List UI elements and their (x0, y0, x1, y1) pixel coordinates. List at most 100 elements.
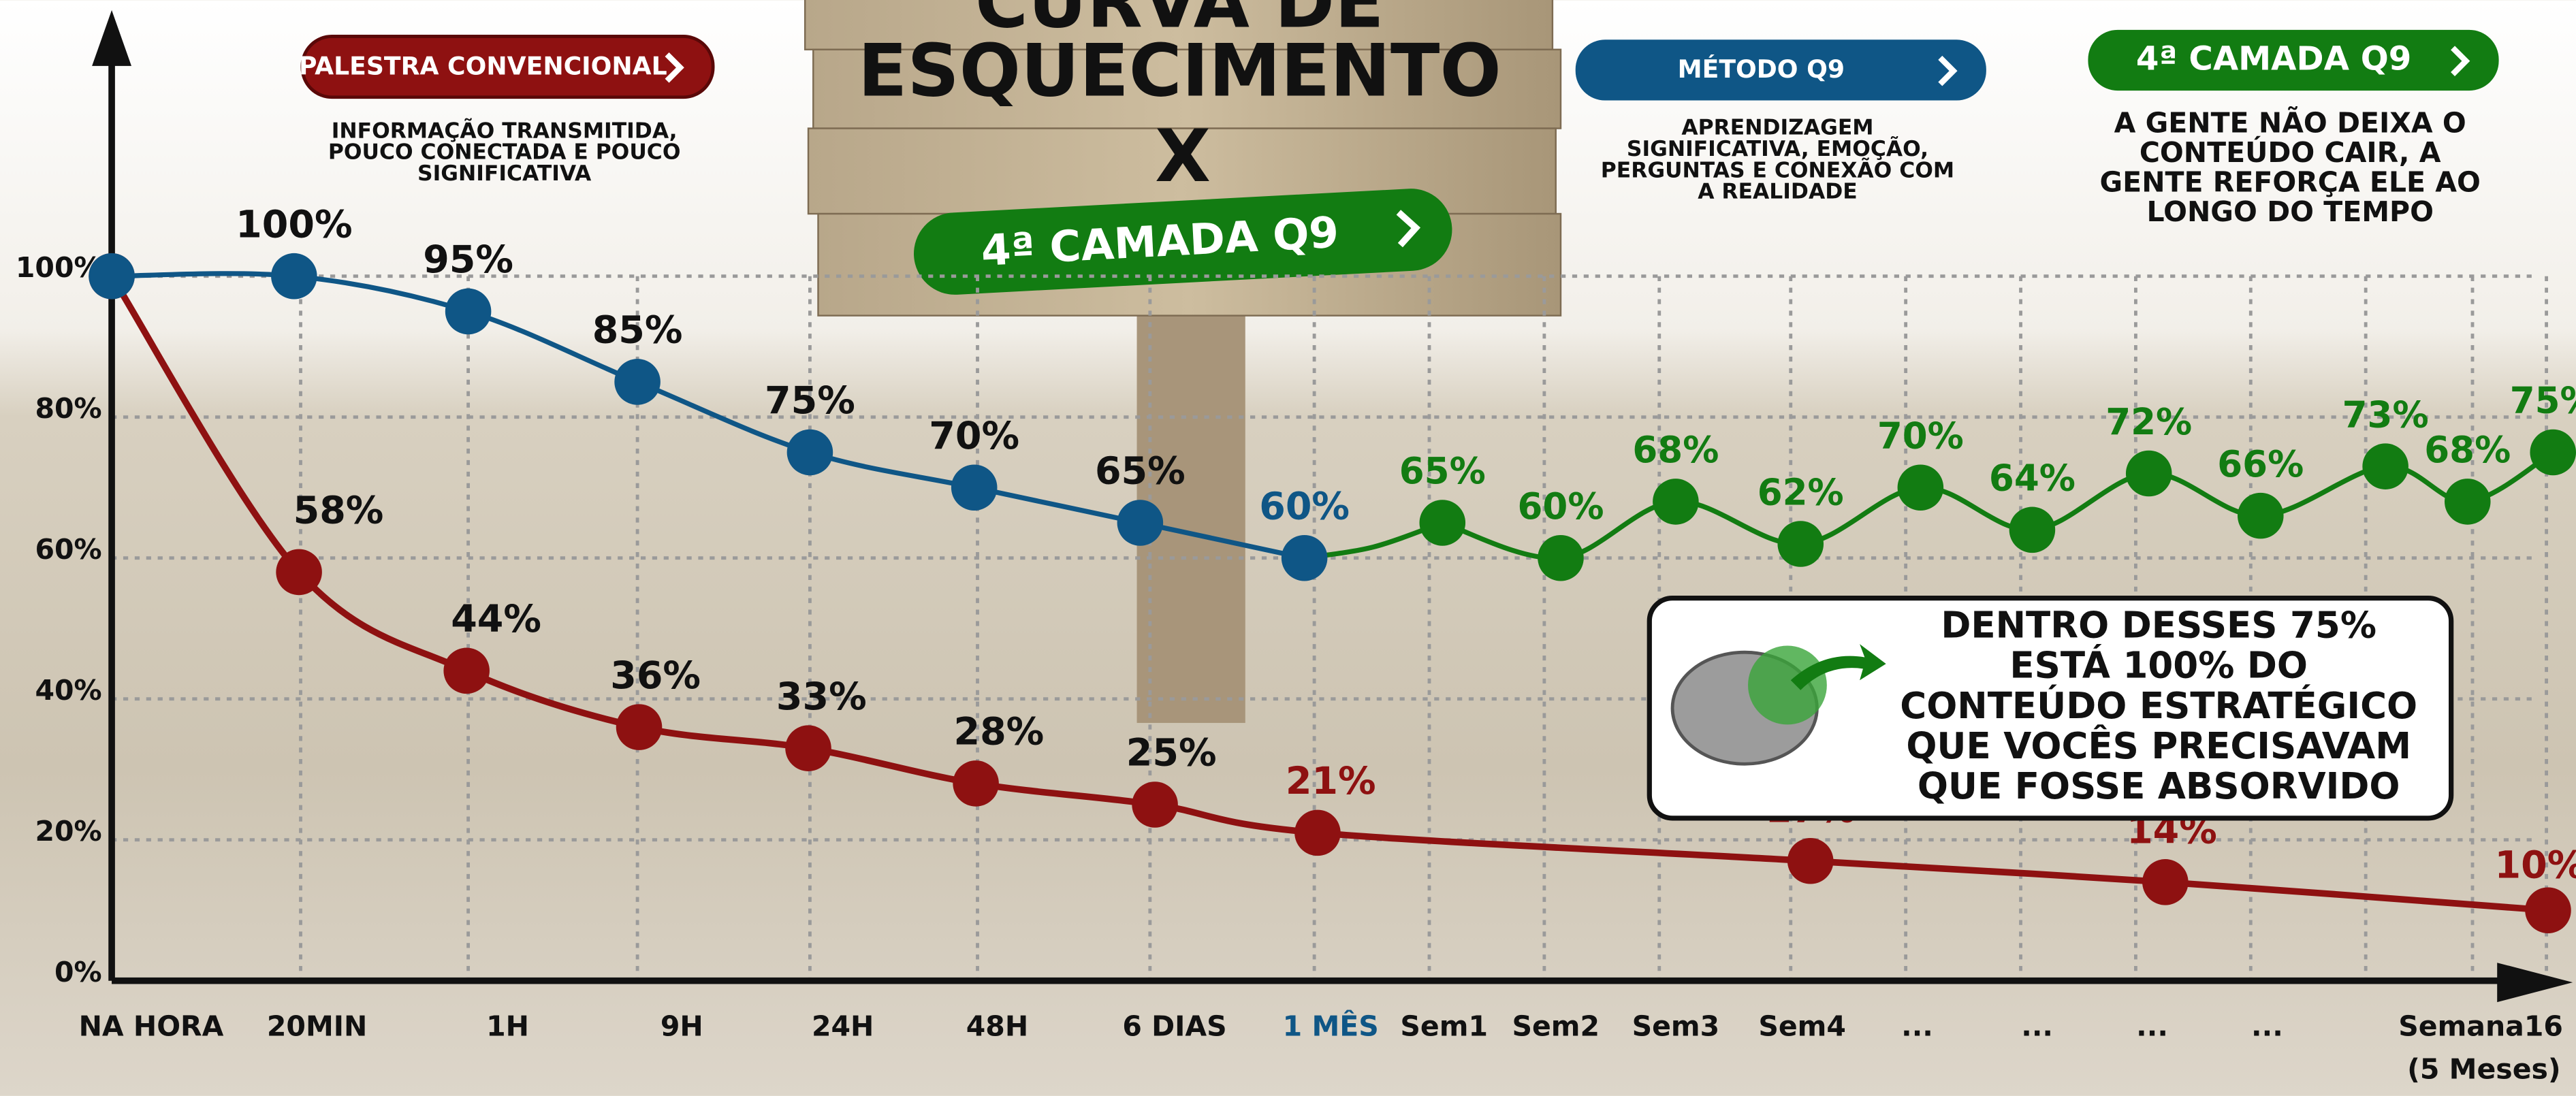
x-tick-label: 24H (812, 1010, 874, 1043)
data-label: 28% (953, 710, 1044, 754)
legend-description: LONGO DO TEMPO (2146, 195, 2433, 228)
brain-highlight (1748, 646, 1827, 725)
title-separator: X (1155, 114, 1211, 199)
data-label: 60% (1517, 485, 1604, 528)
data-point (443, 648, 490, 694)
data-point (614, 359, 661, 405)
x-tick-label: NA HORA (79, 1010, 224, 1043)
x-tick-label: ... (2251, 1010, 2283, 1043)
data-label: 72% (2105, 401, 2192, 443)
data-point (2142, 859, 2189, 905)
x-tick-label: Semana16 (2398, 1010, 2563, 1043)
data-label: 44% (451, 597, 541, 641)
legend-label: 4ª CAMADA Q9 (2136, 40, 2411, 78)
data-point (1420, 500, 1466, 546)
annotation-line: DENTRO DESSES 75% (1941, 605, 2376, 647)
x-tick-label: 20MIN (267, 1010, 367, 1043)
data-point (1777, 521, 1824, 567)
data-label: 68% (1632, 429, 1719, 471)
legend-description: PERGUNTAS E CONEXÃO COM (1601, 157, 1954, 182)
legend-description: CONTEÚDO CAIR, A (2140, 136, 2441, 169)
data-point (1294, 810, 1341, 856)
data-point (951, 464, 998, 511)
legend-description: SIGNIFICATIVA (417, 161, 592, 186)
data-point (1132, 781, 1178, 828)
data-label: 33% (776, 675, 867, 719)
x-tick-label: Sem2 (1512, 1010, 1600, 1043)
x-sublabel: (5 Meses) (2407, 1052, 2561, 1085)
legend-label: PALESTRA CONVENCIONAL (299, 51, 667, 80)
data-point (1282, 535, 1328, 581)
annotation-line: QUE FOSSE ABSORVIDO (1918, 765, 2400, 807)
data-point (1898, 464, 1944, 511)
data-point (89, 253, 135, 300)
legend-description: A REALIDADE (1698, 180, 1857, 204)
x-tick-label: 1H (486, 1010, 529, 1043)
data-point (445, 289, 492, 335)
data-label: 73% (2342, 393, 2429, 436)
data-point (2525, 887, 2571, 933)
data-point (2445, 479, 2491, 525)
x-tick-label: 1 MÊS (1283, 1010, 1379, 1043)
data-point (1653, 479, 1699, 525)
y-tick-label: 20% (35, 815, 101, 848)
data-point (787, 430, 833, 476)
x-tick-label: Sem3 (1632, 1010, 1720, 1043)
annotation-line: ESTÁ 100% DO (2009, 644, 2308, 687)
legend-description: A GENTE NÃO DEIXA O (2114, 106, 2466, 140)
data-point (953, 760, 999, 807)
x-tick-label: ... (2136, 1010, 2168, 1043)
y-tick-label: 40% (35, 674, 101, 707)
annotation-line: CONTEÚDO ESTRATÉGICO (1900, 684, 2417, 727)
data-point (2362, 443, 2408, 489)
data-label: 58% (293, 489, 384, 533)
data-label: 65% (1399, 450, 1486, 492)
data-point (1787, 838, 1834, 884)
data-point (2530, 430, 2576, 476)
x-tick-label: ... (1901, 1010, 1933, 1043)
data-label: 100% (236, 202, 352, 246)
data-label: 36% (610, 654, 701, 698)
data-label: 66% (2217, 443, 2304, 485)
data-point (271, 253, 317, 300)
data-label: 25% (1126, 731, 1217, 775)
x-tick-label: 48H (966, 1010, 1028, 1043)
data-point (1538, 535, 1584, 581)
chart: CURVA DE ESQUECIMENTO X 4ª CAMADA Q9 0%2… (0, 0, 2576, 1096)
data-label: 85% (592, 308, 683, 353)
data-label: 64% (1989, 457, 2076, 500)
data-label: 75% (765, 378, 855, 423)
x-tick-label: ... (2021, 1010, 2053, 1043)
x-tick-label: 6 DIAS (1122, 1010, 1226, 1043)
data-label: 62% (1758, 471, 1844, 513)
data-label: 70% (929, 414, 1019, 458)
x-tick-label: Sem1 (1400, 1010, 1488, 1043)
legend-label: MÉTODO Q9 (1678, 54, 1845, 84)
y-tick-label: 0% (54, 956, 102, 988)
legend-item: 4ª CAMADA Q9 A GENTE NÃO DEIXA OCONTEÚDO … (2088, 30, 2498, 228)
data-label: 75% (2510, 380, 2576, 422)
data-label: 60% (1259, 484, 1350, 528)
data-label: 65% (1095, 449, 1186, 494)
data-point (785, 725, 831, 771)
legend-description: GENTE REFORÇA ELE AO (2100, 166, 2481, 199)
data-point (1117, 500, 1164, 546)
y-tick-label: 60% (35, 533, 101, 566)
data-label: 68% (2424, 429, 2511, 471)
legend-description: INFORMAÇÃO TRANSMITIDA, (332, 117, 678, 143)
data-label: 95% (423, 238, 513, 282)
page: {"chart_data":{"type":"line", "title":["… (0, 0, 2576, 1096)
data-label: 70% (1877, 415, 1964, 457)
data-point (2238, 493, 2284, 539)
data-point (2126, 451, 2172, 497)
data-point (616, 704, 663, 750)
data-label: 10% (2495, 843, 2576, 888)
data-label: 21% (1286, 759, 1376, 803)
sign-post (1137, 280, 1245, 723)
legend-description: SIGNIFICATIVA, EMOÇÃO, (1627, 135, 1928, 161)
data-point (2009, 507, 2056, 553)
x-tick-label: Sem4 (1758, 1010, 1846, 1043)
x-tick-label: 9H (661, 1010, 703, 1043)
annotation-line: QUE VOCÊS PRECISAVAM (1906, 724, 2411, 767)
